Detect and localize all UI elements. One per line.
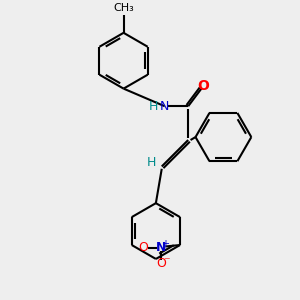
Text: +: + [161,239,169,249]
Text: N: N [156,242,166,254]
Text: N: N [160,100,169,113]
Text: H: H [147,155,156,169]
Text: ⁻: ⁻ [164,255,170,268]
Text: H: H [149,100,158,113]
Text: O: O [138,242,148,254]
Text: O: O [156,257,166,270]
Text: O: O [197,79,209,93]
Text: CH₃: CH₃ [113,3,134,13]
